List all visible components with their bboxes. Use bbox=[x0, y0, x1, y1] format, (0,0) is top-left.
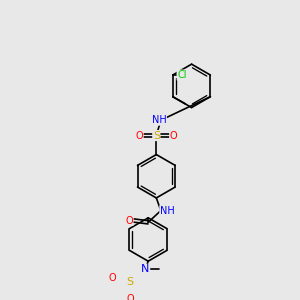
Text: S: S bbox=[127, 277, 134, 287]
Text: Cl: Cl bbox=[177, 70, 187, 80]
Text: O: O bbox=[170, 130, 177, 141]
Text: O: O bbox=[126, 294, 134, 300]
Text: O: O bbox=[125, 215, 133, 226]
Text: O: O bbox=[135, 130, 143, 141]
Text: O: O bbox=[108, 273, 116, 284]
Text: N: N bbox=[141, 264, 150, 274]
Text: S: S bbox=[153, 130, 160, 141]
Text: NH: NH bbox=[152, 115, 167, 125]
Text: NH: NH bbox=[160, 206, 175, 216]
